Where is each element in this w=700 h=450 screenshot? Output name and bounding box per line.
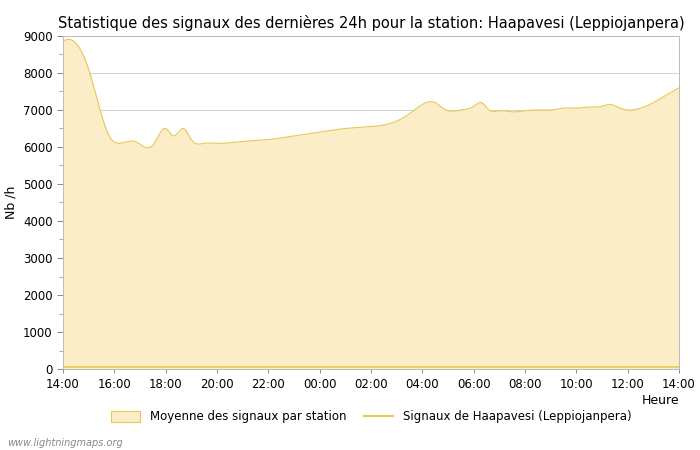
- Text: www.lightningmaps.org: www.lightningmaps.org: [7, 438, 122, 448]
- X-axis label: Heure: Heure: [641, 394, 679, 407]
- Legend: Moyenne des signaux par station, Signaux de Haapavesi (Leppiojanpera): Moyenne des signaux par station, Signaux…: [106, 405, 636, 428]
- Y-axis label: Nb /h: Nb /h: [4, 186, 18, 219]
- Title: Statistique des signaux des dernières 24h pour la station: Haapavesi (Leppiojanp: Statistique des signaux des dernières 24…: [57, 15, 685, 31]
